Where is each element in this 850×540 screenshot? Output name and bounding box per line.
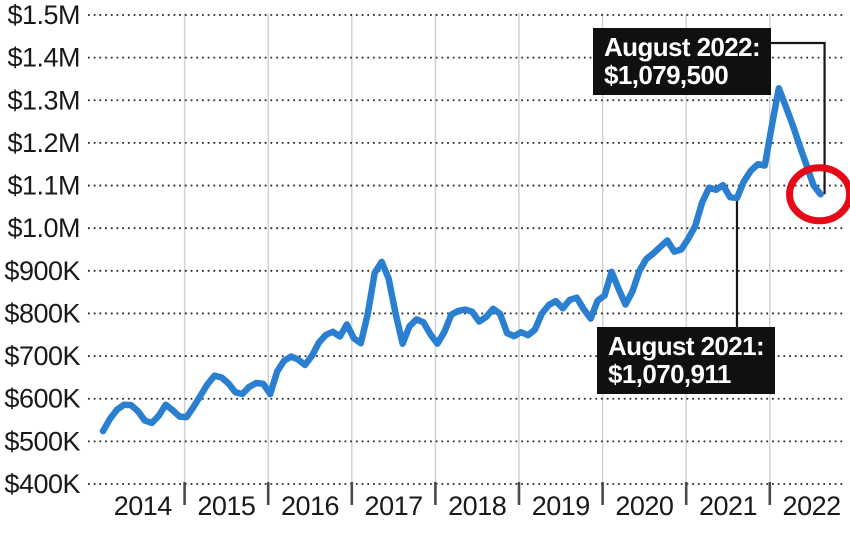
y-axis-label: $700K [4, 341, 80, 371]
y-axis-label: $600K [4, 384, 80, 414]
y-axis-label: $1.4M [7, 43, 80, 73]
annotation-aug-2022: August 2022: $1,079,500 [593, 28, 772, 95]
y-axis-label: $900K [4, 256, 80, 286]
y-axis-label: $1.2M [7, 128, 80, 158]
price-line [99, 85, 824, 435]
annotation-aug-2022-value: $1,079,500 [604, 60, 729, 90]
annotation-aug-2021-value: $1,070,911 [608, 359, 731, 389]
x-axis-label: 2021 [699, 491, 757, 521]
y-axis-label: $1.0M [7, 213, 80, 243]
x-axis-label: 2022 [783, 491, 841, 521]
annotation-aug-2021: August 2021: $1,070,911 [597, 327, 776, 394]
x-axis-label: 2016 [281, 491, 339, 521]
annotation-aug-2021-title: August 2021: [608, 331, 765, 361]
y-axis-label: $1.1M [7, 171, 80, 201]
x-axis-label: 2020 [615, 491, 673, 521]
y-axis-label: $800K [4, 298, 80, 328]
x-axis-label: 2018 [448, 491, 506, 521]
x-axis-label: 2017 [365, 491, 423, 521]
x-axis-label: 2015 [197, 491, 255, 521]
x-axis-label: 2019 [532, 491, 590, 521]
connector-aug-2022 [767, 41, 826, 195]
y-axis-label: $500K [4, 426, 80, 456]
x-axis-label: 2014 [114, 491, 173, 521]
y-axis-label: $400K [4, 469, 80, 499]
annotation-aug-2022-title: August 2022: [604, 32, 761, 62]
y-axis-label: $1.3M [7, 85, 80, 115]
y-axis-label: $1.5M [7, 0, 80, 30]
